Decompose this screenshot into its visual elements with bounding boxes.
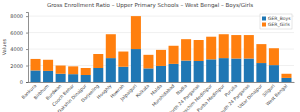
bar <box>269 48 279 65</box>
bars <box>31 16 292 82</box>
y-tick-mark <box>26 33 28 34</box>
bar <box>56 74 66 82</box>
bar <box>156 50 166 66</box>
bar <box>43 71 53 82</box>
bar <box>93 68 103 82</box>
legend-item: GER_Girls <box>262 22 291 28</box>
y-axis-line <box>26 13 29 83</box>
bar <box>219 34 229 58</box>
plot: 0 2000 4000 6000 8000 BankuraBirbhumBurdwanCo… <box>10 13 294 112</box>
x-tick-label: Jalpaiguri <box>119 83 138 102</box>
y-tick-label: 2000 <box>10 63 23 69</box>
legend: GER_BoysGER_Girls <box>260 14 292 29</box>
x-tick: Jalpaiguri <box>119 83 138 102</box>
y-tick-label: 4000 <box>10 46 23 52</box>
x-tick: Darjeeling <box>80 83 100 103</box>
bar <box>194 40 204 61</box>
grid-line <box>28 32 294 33</box>
chart: Gross Enrollment Ratio – Upper Primary S… <box>0 0 300 112</box>
x-tick-label: Purba Medinipur <box>196 83 226 112</box>
legend-box <box>260 14 292 29</box>
x-tick: West Bengal <box>265 83 288 106</box>
bar <box>256 44 266 63</box>
bar <box>31 70 41 82</box>
bar <box>281 78 291 82</box>
bar <box>244 59 254 82</box>
y-axis-title: Values <box>1 38 7 55</box>
bar <box>181 39 191 60</box>
bar <box>143 68 153 82</box>
bar <box>56 66 66 74</box>
y-tick: 2000 <box>10 63 28 69</box>
bar <box>156 66 166 82</box>
x-tick: Purba Medinipur <box>196 83 226 112</box>
bar <box>231 59 241 82</box>
y-tick: 4000 <box>10 46 28 52</box>
bar <box>169 64 179 82</box>
bar <box>256 63 266 82</box>
grid-line <box>28 49 294 50</box>
bar <box>131 16 141 49</box>
y-tick: 6000 <box>10 30 28 36</box>
y-tick: 8000 <box>10 13 28 19</box>
bar <box>206 59 216 82</box>
bar <box>169 46 179 64</box>
y-tick-mark <box>26 49 28 50</box>
x-tick-label: Kolkata <box>135 83 150 98</box>
y-tick-mark <box>26 66 28 67</box>
bar <box>81 75 91 82</box>
bar <box>143 55 153 69</box>
bar <box>269 65 279 82</box>
bar <box>93 54 103 68</box>
x-tick-label: Uttar Dinajpur <box>237 83 263 109</box>
grid-line <box>28 16 294 17</box>
x-tick: Murshidabad <box>151 83 175 107</box>
y-tick-mark <box>26 82 28 83</box>
y-tick-label: 0 <box>20 79 23 85</box>
bar <box>68 66 78 74</box>
y-tick-mark <box>26 16 28 17</box>
bar <box>31 59 41 71</box>
bar <box>231 35 241 58</box>
bar <box>81 68 91 75</box>
series <box>31 16 292 78</box>
bar <box>131 49 141 82</box>
legend-label: GER_Girls <box>268 22 291 28</box>
y-tick-label: 8000 <box>10 13 23 19</box>
y-tick: 0 <box>20 79 28 85</box>
y-axis: 0 2000 4000 6000 8000 <box>10 13 28 86</box>
bar <box>181 61 191 82</box>
title: Gross Enrollment Ratio – Upper Primary S… <box>47 2 253 9</box>
bar <box>281 74 291 78</box>
bar <box>106 58 116 82</box>
bar <box>244 35 254 58</box>
bar <box>43 60 53 71</box>
bar <box>106 34 116 58</box>
x-axis: BankuraBirbhumBurdwanCooch BeharDakshin … <box>21 83 295 112</box>
x-axis-line <box>29 82 295 83</box>
legend-swatch <box>262 17 266 21</box>
bar <box>194 61 204 82</box>
bar <box>219 58 229 82</box>
bar <box>206 37 216 60</box>
grid <box>28 16 294 82</box>
bar <box>68 74 78 82</box>
x-tick: Uttar Dinajpur <box>237 83 263 109</box>
bar <box>118 52 128 67</box>
y-tick-label: 6000 <box>10 30 23 36</box>
bar <box>118 67 128 82</box>
x-tick-label: Murshidabad <box>151 83 175 107</box>
x-tick: Kolkata <box>135 83 150 98</box>
x-tick-label: West Bengal <box>265 83 288 106</box>
x-tick-label: Darjeeling <box>80 83 100 103</box>
legend-swatch <box>262 23 266 27</box>
